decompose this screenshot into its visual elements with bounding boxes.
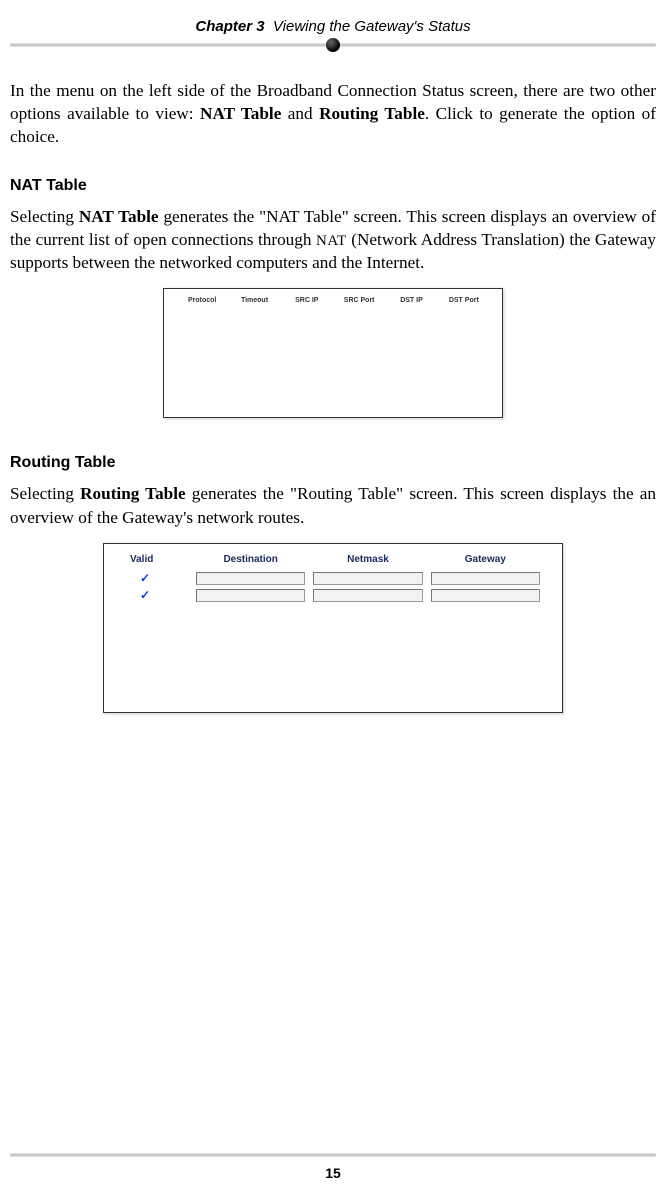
rt-cell-destination [192, 572, 309, 585]
rt-cell-gateway [427, 572, 544, 585]
nat-col-dstip: DST IP [385, 297, 437, 304]
nat-col-srcip: SRC IP [281, 297, 333, 304]
divider-dot-icon [326, 38, 340, 52]
chapter-title: Viewing the Gateway's Status [273, 18, 471, 35]
rt-cell-destination [192, 589, 309, 602]
header-divider [10, 43, 656, 49]
routing-table-header: Valid Destination Netmask Gateway [122, 554, 544, 565]
nat-col-protocol: Protocol [176, 297, 228, 304]
nat-smallcaps: NAT [316, 233, 347, 249]
rt-col-netmask: Netmask [309, 554, 426, 565]
chapter-header: Chapter 3 Viewing the Gateway's Status [10, 0, 656, 43]
routing-bold: Routing Table [80, 484, 186, 503]
rt-col-valid: Valid [122, 554, 192, 565]
chapter-prefix: Chapter 3 [195, 18, 264, 35]
cell-box [313, 589, 422, 602]
cell-box [313, 572, 422, 585]
nat-bold: NAT Table [79, 207, 159, 226]
cell-box [431, 572, 540, 585]
routing-heading: Routing Table [10, 454, 656, 472]
nat-heading: NAT Table [10, 177, 656, 195]
nat-text: Selecting [10, 207, 79, 226]
page-footer: 15 [10, 1153, 656, 1181]
valid-check-icon: ✓ [122, 588, 192, 603]
footer-divider [10, 1153, 656, 1159]
routing-table-row: ✓ [122, 571, 544, 586]
cell-box [431, 589, 540, 602]
rt-col-gateway: Gateway [427, 554, 544, 565]
nat-table-header: Protocol Timeout SRC IP SRC Port DST IP … [176, 297, 490, 304]
rt-cell-gateway [427, 589, 544, 602]
nat-paragraph: Selecting NAT Table generates the "NAT T… [10, 205, 656, 275]
cell-box [196, 589, 305, 602]
intro-bold-nat: NAT Table [200, 104, 281, 123]
routing-table-screenshot: Valid Destination Netmask Gateway ✓ ✓ [103, 543, 563, 713]
routing-paragraph: Selecting Routing Table generates the "R… [10, 482, 656, 528]
nat-col-timeout: Timeout [228, 297, 280, 304]
routing-figure-wrap: Valid Destination Netmask Gateway ✓ ✓ [10, 543, 656, 713]
rt-cell-netmask [309, 572, 426, 585]
intro-text: and [281, 104, 319, 123]
valid-check-icon: ✓ [122, 571, 192, 586]
rt-cell-netmask [309, 589, 426, 602]
intro-bold-routing: Routing Table [319, 104, 425, 123]
page-number: 15 [10, 1165, 656, 1181]
nat-col-dstport: DST Port [438, 297, 490, 304]
routing-text: Selecting [10, 484, 80, 503]
nat-table-screenshot: Protocol Timeout SRC IP SRC Port DST IP … [163, 288, 503, 418]
cell-box [196, 572, 305, 585]
nat-figure-wrap: Protocol Timeout SRC IP SRC Port DST IP … [10, 288, 656, 418]
nat-col-srcport: SRC Port [333, 297, 385, 304]
routing-table-row: ✓ [122, 588, 544, 603]
rt-col-destination: Destination [192, 554, 309, 565]
intro-paragraph: In the menu on the left side of the Broa… [10, 79, 656, 149]
